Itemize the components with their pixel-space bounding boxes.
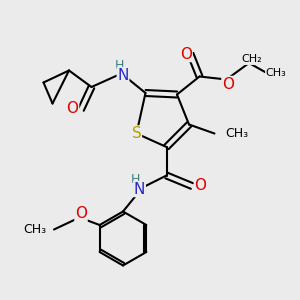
- Text: O: O: [75, 206, 87, 221]
- Text: O: O: [67, 100, 79, 116]
- Text: O: O: [180, 46, 192, 62]
- Text: H: H: [114, 58, 124, 72]
- Text: CH₃: CH₃: [266, 68, 286, 79]
- Text: CH₃: CH₃: [225, 127, 248, 140]
- Text: O: O: [222, 76, 234, 92]
- Text: CH₂: CH₂: [242, 54, 262, 64]
- Text: N: N: [117, 68, 129, 82]
- Text: N: N: [134, 182, 145, 196]
- Text: H: H: [130, 172, 140, 186]
- Text: CH₃: CH₃: [23, 223, 46, 236]
- Text: O: O: [194, 178, 206, 194]
- Text: S: S: [132, 126, 141, 141]
